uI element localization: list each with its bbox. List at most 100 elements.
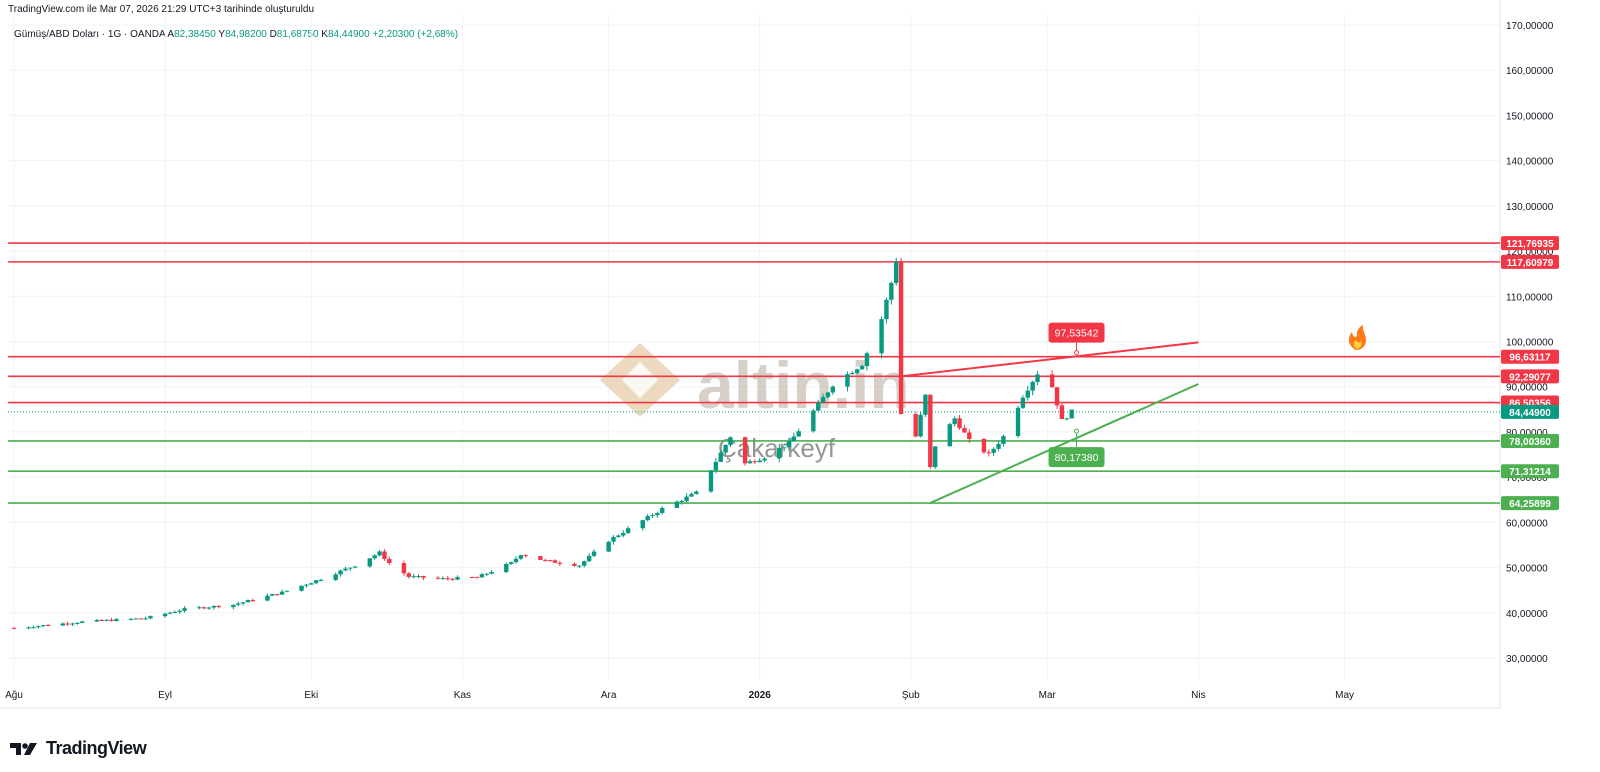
candle-body (796, 431, 801, 437)
candle-body (718, 452, 723, 462)
support-label: 71,31214 (1509, 467, 1551, 478)
candle-body (786, 441, 792, 448)
time-tick: Nis (1191, 690, 1205, 701)
current-price-badge (1501, 404, 1559, 419)
time-tick: Eyl (158, 690, 172, 701)
candle-body (206, 607, 212, 609)
candle-body (1059, 405, 1065, 419)
candle-body (543, 559, 548, 561)
open-value: 82,38450 (174, 29, 216, 40)
candle-body (752, 461, 758, 463)
candle-body (591, 551, 597, 556)
candle-body (177, 610, 182, 613)
candle-body (962, 428, 967, 433)
candle-body (747, 461, 753, 464)
candle-body (11, 628, 17, 630)
candle-body (645, 515, 650, 521)
candle-body (713, 461, 719, 471)
candle-body (918, 414, 923, 437)
price-tick: 70,00000 (1506, 473, 1548, 484)
candle-body (1049, 374, 1055, 388)
candle-body (445, 578, 450, 580)
candle-body (109, 619, 114, 622)
candle-body (660, 507, 665, 513)
candle-body (313, 580, 319, 584)
candle-body (893, 261, 899, 283)
candle-body (279, 591, 285, 595)
candle-body (387, 558, 392, 564)
time-tick: Ara (601, 690, 617, 701)
price-tick: 100,00000 (1506, 338, 1554, 349)
price-tick: 130,00000 (1506, 202, 1554, 213)
price-badges: 121,76935 117,60979 96,63117 92,29077 86,503… (1048, 236, 1559, 511)
candle-body (41, 625, 46, 627)
candle-body (26, 627, 31, 629)
candle-body (104, 619, 109, 621)
candle-body (211, 605, 217, 608)
price-chart[interactable]: altin.in Çakarkeyf 30,00000 40,00000 50,000… (0, 0, 1600, 730)
resistance-badge (1501, 349, 1559, 364)
candle-body (708, 470, 714, 492)
candle-body (552, 560, 558, 563)
time-tick: Mar (1039, 690, 1057, 701)
price-tick: 60,00000 (1506, 518, 1548, 529)
candle-body (967, 432, 972, 439)
tradingview-logo-icon (10, 742, 37, 755)
candle-body (816, 402, 821, 411)
candle-body (547, 560, 553, 562)
time-tick: Ağu (5, 690, 23, 701)
candle-body (231, 604, 236, 608)
candle-body (1001, 436, 1006, 444)
candle-body (621, 533, 626, 536)
symbol-info-bar: Gümüş/ABD Doları · 1G · OANDA A82,38450 … (14, 29, 458, 40)
candle-body (401, 563, 407, 574)
candle-body (513, 558, 519, 563)
candle-body (352, 566, 358, 568)
candle-body (952, 418, 957, 425)
candle-body (489, 572, 494, 574)
time-tick: Eki (304, 690, 318, 701)
price-tick: 90,00000 (1506, 383, 1548, 394)
candle-body (484, 573, 489, 575)
candle-body (128, 618, 134, 620)
price-axis: 30,00000 40,00000 50,00000 60,00000 70,00000… (1506, 21, 1554, 665)
candle-body (338, 570, 343, 575)
candle-body (367, 558, 373, 567)
candle-body (611, 536, 616, 542)
chart-source-caption: TradingView.com ile Mar 07, 2026 21:29 U… (8, 4, 315, 15)
candle-body (582, 561, 587, 566)
candle-body (348, 567, 353, 569)
candle-body (99, 619, 104, 621)
resistance-badge (1501, 369, 1559, 384)
resistance-label: 117,60979 (1507, 258, 1554, 269)
candle-body (36, 626, 41, 628)
symbol-name[interactable]: Gümüş/ABD Doları · 1G · OANDA (14, 29, 166, 40)
low-label: D (269, 29, 277, 40)
candle-body (845, 374, 850, 387)
candle-body (309, 583, 314, 585)
candle-body (1020, 397, 1026, 408)
candle-body (518, 555, 524, 559)
candle-body (928, 394, 933, 468)
support-badge (1501, 464, 1559, 479)
callout-point (1074, 428, 1080, 434)
callout-label: 80,17380 (1055, 452, 1099, 464)
tradingview-footer[interactable]: TradingView (10, 738, 147, 759)
candle-body (723, 444, 728, 453)
resistance-label: 121,76935 (1506, 239, 1554, 250)
candle-body (304, 584, 309, 586)
watermark-brand: altin.in (697, 348, 910, 422)
candle-body (762, 458, 767, 461)
time-tick: 2026 (749, 690, 772, 701)
time-tick: May (1335, 690, 1354, 701)
candle-body (421, 575, 426, 578)
fire-icon (1348, 325, 1366, 350)
candle-body (820, 397, 826, 403)
candle-body (138, 618, 143, 620)
price-tick: 50,00000 (1506, 564, 1548, 575)
candle-body (416, 575, 421, 577)
candle-body (859, 366, 865, 370)
candle-body (884, 299, 889, 320)
candle-body (167, 612, 173, 614)
candle-body (148, 616, 153, 619)
